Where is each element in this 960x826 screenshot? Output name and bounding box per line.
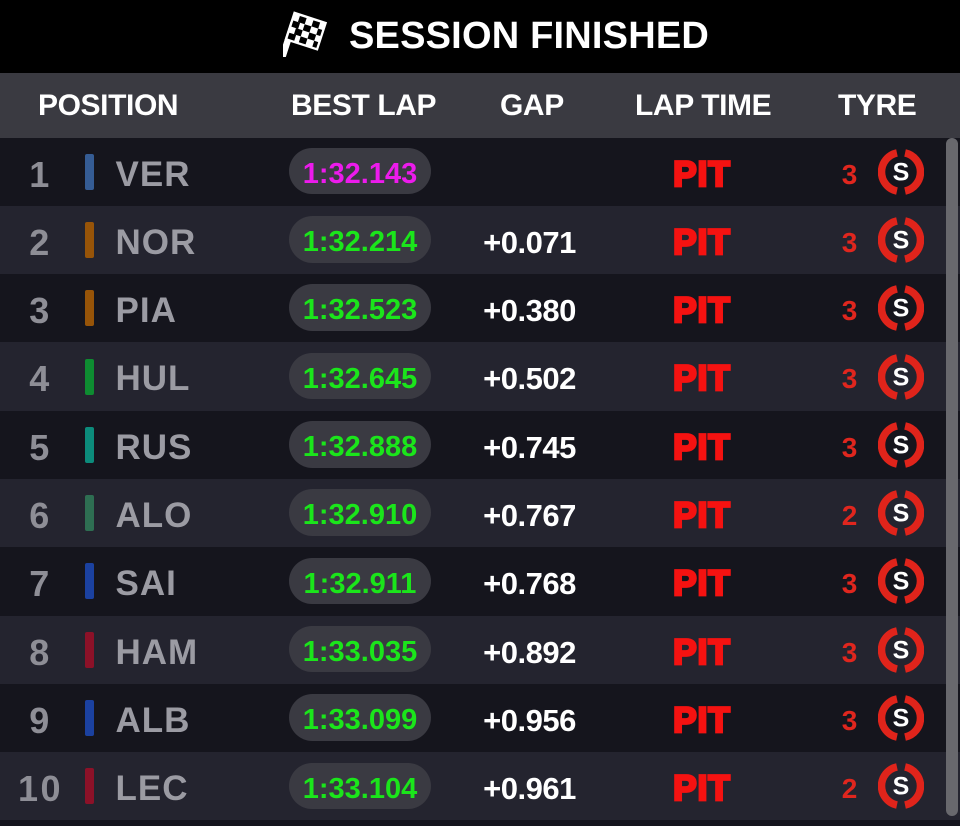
svg-text:S: S (893, 363, 910, 391)
svg-text:S: S (893, 295, 910, 323)
svg-text:S: S (893, 705, 910, 733)
svg-text:S: S (893, 568, 910, 596)
svg-text:S: S (893, 158, 910, 186)
svg-text:S: S (893, 227, 910, 255)
svg-text:S: S (893, 500, 910, 528)
svg-text:S: S (893, 636, 910, 664)
svg-text:S: S (893, 773, 910, 801)
svg-text:S: S (893, 432, 910, 460)
